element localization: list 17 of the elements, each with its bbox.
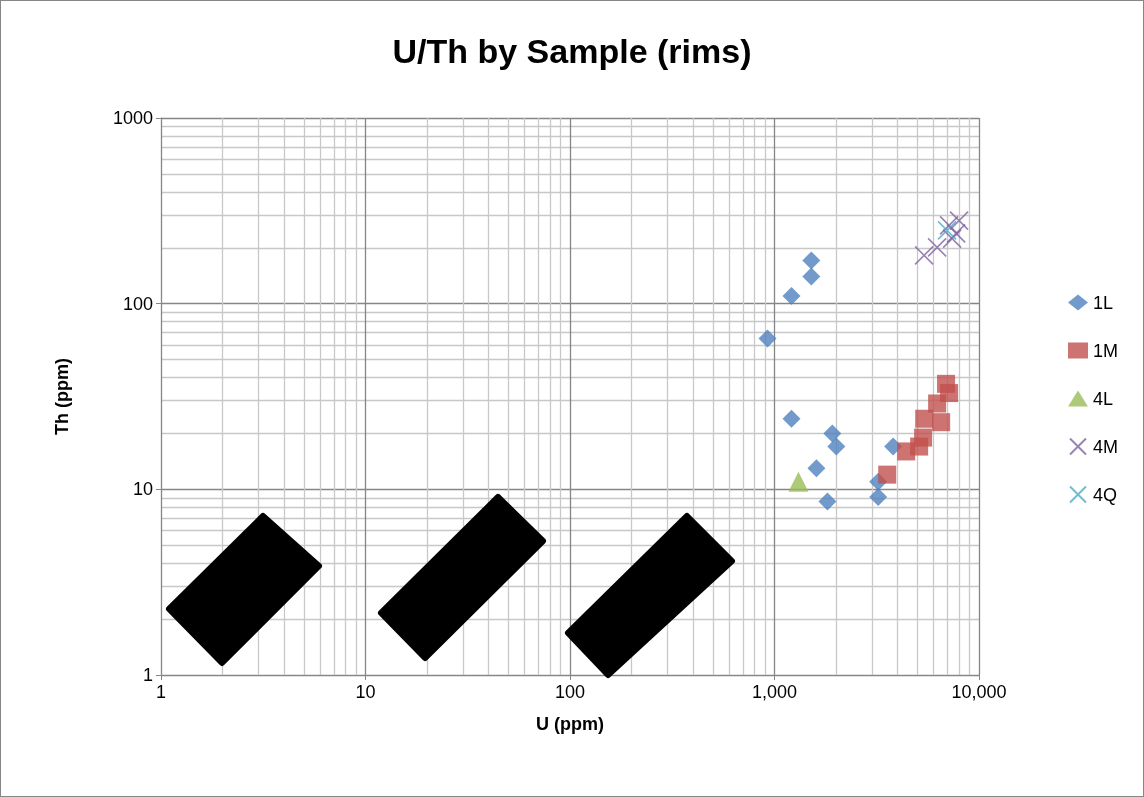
legend-label: 1M — [1093, 340, 1119, 361]
y-tick-label: 1 — [142, 665, 153, 685]
x-tick-label: 1,000 — [751, 682, 798, 702]
y-tick-label: 100 — [122, 293, 153, 314]
legend-label: 4L — [1093, 388, 1114, 409]
x-axis-title: U (ppm) — [536, 714, 604, 734]
y-tick-label: 10 — [132, 479, 153, 500]
legend-label: 1L — [1093, 292, 1114, 313]
y-tick-label: 1000 — [112, 108, 153, 128]
x-tick-label: 10,000 — [951, 682, 1007, 702]
x-tick-label: 10 — [355, 682, 376, 702]
legend-label: 4M — [1093, 436, 1119, 457]
chart-title: U/Th by Sample (rims) — [392, 32, 752, 70]
y-axis-title: Th (ppm) — [52, 358, 72, 435]
x-tick-label: 100 — [554, 682, 586, 702]
x-tick-label: 1 — [155, 682, 167, 702]
legend-label: 4Q — [1093, 484, 1118, 505]
